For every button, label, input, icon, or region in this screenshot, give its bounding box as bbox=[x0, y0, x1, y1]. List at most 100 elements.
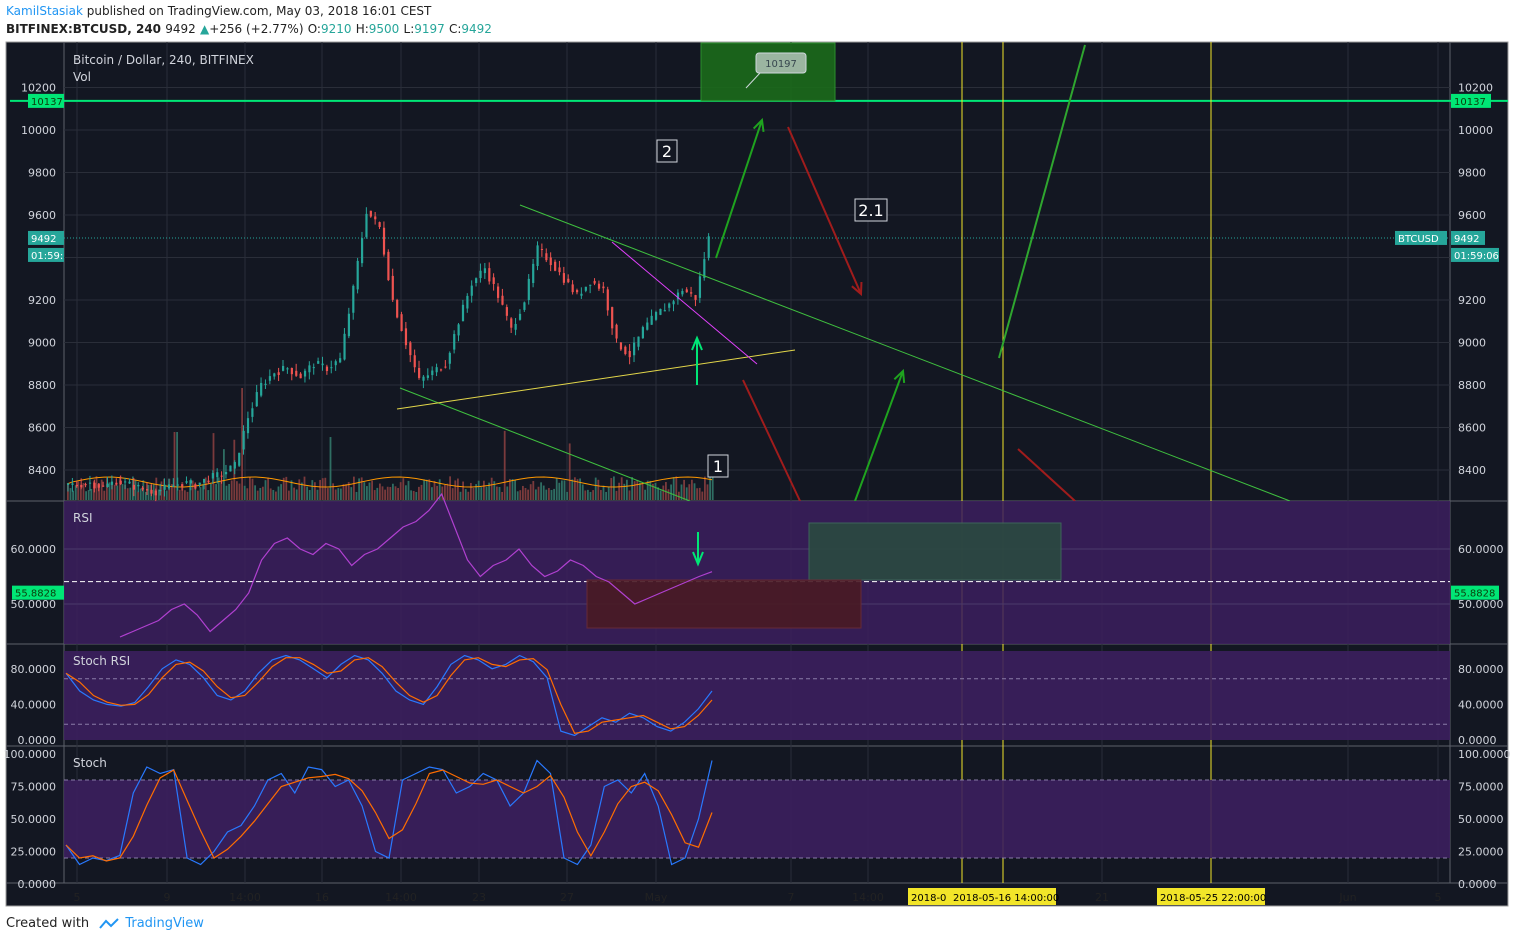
tradingview-link[interactable]: TradingView bbox=[125, 916, 204, 931]
candle-body bbox=[628, 351, 631, 358]
volume-bar bbox=[529, 484, 532, 500]
price-tick-left: 8800 bbox=[28, 379, 56, 392]
volume-bar bbox=[228, 483, 230, 500]
candle-body bbox=[532, 263, 535, 283]
volume-bar bbox=[98, 483, 100, 500]
volume-bar bbox=[215, 484, 217, 500]
volume-bar bbox=[160, 481, 163, 500]
candle-body bbox=[233, 462, 236, 469]
candle-body bbox=[505, 307, 508, 316]
candle-body bbox=[374, 216, 377, 220]
volume-bar bbox=[389, 487, 392, 500]
target-price-tag bbox=[755, 52, 807, 74]
volume-bar bbox=[628, 490, 631, 500]
volume-bar bbox=[605, 491, 607, 500]
candle-body bbox=[110, 481, 114, 485]
stoch-tick-right: 50.0000 bbox=[1458, 813, 1504, 826]
volume-bar bbox=[667, 489, 670, 500]
volume-bar bbox=[584, 490, 587, 500]
volume-bar bbox=[678, 491, 680, 500]
candle-body bbox=[558, 267, 561, 273]
volume-bar bbox=[165, 490, 168, 500]
volume-bar bbox=[207, 490, 210, 500]
volume-bar bbox=[652, 483, 654, 500]
volume-bar bbox=[532, 481, 535, 500]
candle-body bbox=[637, 336, 640, 347]
volume-bar bbox=[501, 491, 503, 500]
stochrsi-tick-right: 80.0000 bbox=[1458, 663, 1504, 676]
volume-bar bbox=[189, 480, 191, 500]
volume-bar bbox=[282, 477, 285, 500]
candle-body bbox=[536, 245, 539, 266]
volume-bar bbox=[363, 482, 366, 500]
volume-bar bbox=[701, 491, 704, 500]
resistance-badge-right-bg bbox=[1451, 93, 1491, 108]
stochrsi-tick-right: 40.0000 bbox=[1458, 698, 1504, 711]
volume-bar bbox=[108, 482, 111, 500]
volume-bar bbox=[574, 477, 576, 500]
candle-body bbox=[457, 324, 460, 336]
date-marker-badge bbox=[1157, 888, 1265, 905]
volume-bar bbox=[171, 484, 173, 500]
arrow-down-path bbox=[742, 379, 801, 502]
volume-ma-line bbox=[66, 476, 713, 488]
time-tick: 14:00 bbox=[229, 891, 261, 904]
candle-body bbox=[391, 275, 394, 300]
volume-bar bbox=[194, 486, 197, 500]
candle-body bbox=[448, 352, 451, 364]
high-value: 9500 bbox=[368, 22, 400, 36]
candle-body bbox=[84, 484, 87, 486]
volume-bar bbox=[558, 482, 561, 500]
change-up-icon: ▲ bbox=[199, 22, 210, 36]
wave-label-1-box bbox=[707, 454, 729, 478]
close-value: 9492 bbox=[461, 22, 492, 36]
volume-bar bbox=[524, 487, 527, 500]
volume-bar bbox=[308, 490, 311, 500]
candle-body bbox=[676, 292, 680, 300]
volume-bar bbox=[418, 486, 420, 500]
rsi-last-badge-right-bg bbox=[1451, 585, 1499, 600]
price-tick-left: 9200 bbox=[28, 294, 56, 307]
price-tick-right: 10000 bbox=[1458, 124, 1493, 137]
volume-bar bbox=[615, 490, 618, 500]
volume-bar bbox=[626, 479, 628, 500]
volume-bar bbox=[116, 485, 119, 500]
stochrsi-tick-left: 80.0000 bbox=[11, 663, 57, 676]
candle-body bbox=[264, 383, 267, 385]
stochrsi-title: Stoch RSI bbox=[73, 654, 130, 668]
close-label: C: bbox=[448, 22, 462, 36]
author-link[interactable]: KamilStasiak bbox=[6, 4, 83, 18]
symbol-badge: BTCUSD bbox=[1398, 234, 1439, 245]
volume-bar bbox=[80, 488, 82, 500]
candle-body bbox=[593, 280, 596, 284]
candle-body bbox=[75, 484, 78, 487]
last-price-badge-right-bg bbox=[1451, 230, 1485, 245]
volume-bar bbox=[74, 485, 77, 500]
volume-bar bbox=[657, 487, 659, 500]
stoch-tick-left: 50.0000 bbox=[11, 813, 57, 826]
candle-body bbox=[154, 490, 157, 496]
volume-bar bbox=[662, 485, 665, 500]
volume-bar bbox=[87, 490, 90, 500]
volume-bar bbox=[126, 488, 129, 500]
footer: Created with TradingView bbox=[6, 916, 204, 931]
volume-bar bbox=[82, 483, 85, 500]
volume-bar bbox=[485, 486, 488, 500]
volume-bar bbox=[706, 484, 709, 500]
volume-bar bbox=[288, 490, 290, 500]
rsi-last-badge-left: 55.8828 bbox=[15, 589, 56, 600]
candle-body bbox=[439, 369, 443, 371]
stochrsi-tick-left: 40.0000 bbox=[11, 698, 57, 711]
volume-bar bbox=[535, 489, 537, 500]
volume-bar bbox=[334, 489, 337, 500]
candle-body bbox=[352, 285, 355, 313]
volume-bar bbox=[293, 487, 295, 500]
volume-bar bbox=[576, 479, 579, 500]
candle-body bbox=[365, 213, 368, 237]
candle-body bbox=[492, 277, 495, 284]
volume-bar bbox=[568, 443, 571, 500]
countdown-badge-right-bg bbox=[1451, 247, 1499, 262]
volume-bar bbox=[191, 480, 194, 500]
arrow-up-rebound bbox=[854, 370, 904, 502]
